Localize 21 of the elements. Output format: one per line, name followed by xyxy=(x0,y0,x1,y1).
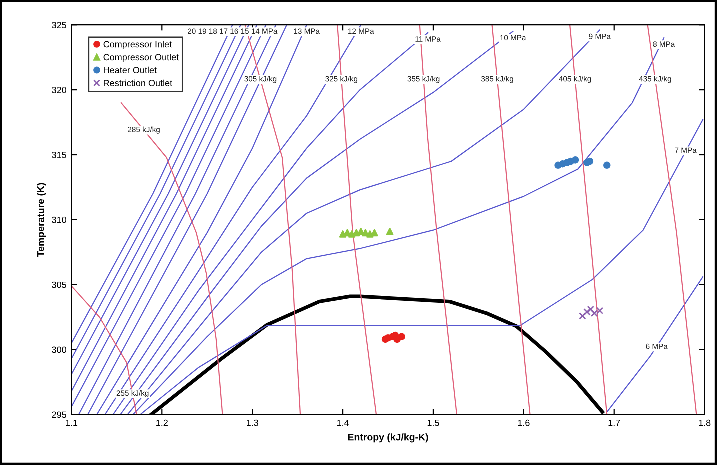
y-tick-label: 300 xyxy=(52,346,66,354)
y-axis-title: Temperature (K) xyxy=(37,183,46,258)
y-tick-label: 315 xyxy=(52,152,66,158)
y-tick-label: 305 xyxy=(52,282,66,288)
x-tick-label: 1.3 xyxy=(247,420,258,426)
x-tick-label: 1.5 xyxy=(428,420,440,426)
x-tick-label: 1.7 xyxy=(608,420,620,426)
x-tick-label: 1.4 xyxy=(337,420,350,426)
legend-label: Compressor Outlet xyxy=(104,54,180,62)
x-tick-label: 1.6 xyxy=(518,420,530,426)
y-tick-label: 325 xyxy=(52,22,66,28)
y-tick-label: 310 xyxy=(52,216,66,224)
x-tick-label: 1.1 xyxy=(66,420,78,426)
y-tick-label: 320 xyxy=(52,87,66,94)
x-tick-label: 1.8 xyxy=(699,420,711,426)
y-tick-label: 295 xyxy=(52,412,66,418)
legend-label: Restriction Outlet xyxy=(104,80,172,86)
legend-label: Heater Outlet xyxy=(104,66,157,74)
x-tick-label: 1.2 xyxy=(156,420,168,426)
x-axis-title: Entropy (kJ/kg-K) xyxy=(348,434,428,443)
legend-label: Compressor Inlet xyxy=(104,41,172,50)
